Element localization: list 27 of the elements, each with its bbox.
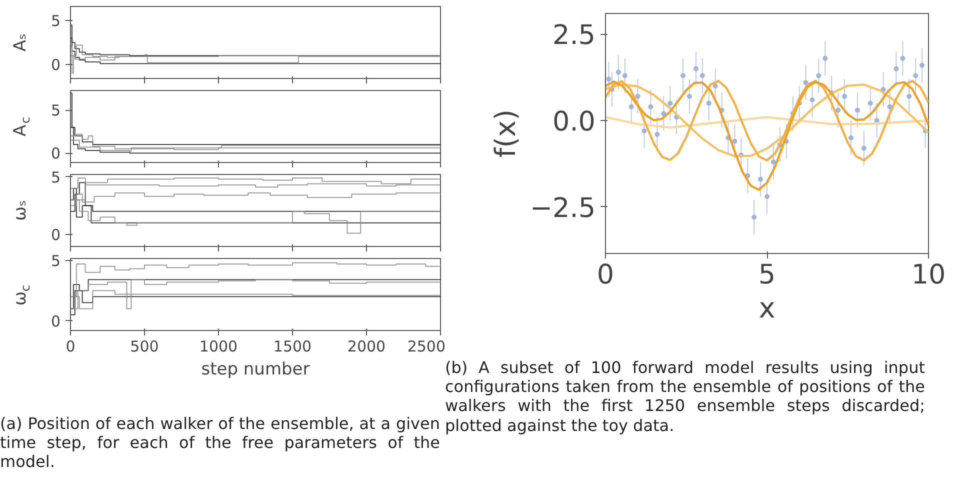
x-tick-label: 10 xyxy=(911,260,946,290)
x-tick-label: 1500 xyxy=(273,338,312,356)
y-tick-label: 0 xyxy=(50,312,61,330)
x-axis-title: step number xyxy=(201,360,310,380)
y-tick-label: 0 xyxy=(50,144,61,163)
y-axis-title: f(x) xyxy=(488,109,522,158)
x-tick-label: 500 xyxy=(130,338,159,356)
y-axis-title: Aₛ xyxy=(10,34,30,52)
y-axis-title: ωₛ xyxy=(10,200,30,221)
y-tick-label: 5 xyxy=(50,102,61,120)
x-tick-label: 0 xyxy=(66,338,76,356)
x-tick-label: 1000 xyxy=(199,338,238,356)
x-tick-label: 5 xyxy=(758,260,776,290)
y-tick-label: 5 xyxy=(50,168,61,186)
y-axis-title: Ac xyxy=(10,116,32,136)
x-axis-title: x xyxy=(758,292,776,324)
y-axis-title: ωc xyxy=(10,284,32,306)
y-tick-label: 0.0 xyxy=(552,106,596,138)
y-tick-label: 0 xyxy=(50,56,61,74)
y-tick-label: −2.5 xyxy=(530,192,596,224)
text: (a) Position of each walker of the ensemble, at a given time step, for each of the free parameters of the model. xyxy=(0,414,440,472)
x-tick-label: 2000 xyxy=(347,338,386,356)
y-tick-label: 2.5 xyxy=(552,20,596,52)
x-tick-label: 2500 xyxy=(407,338,446,356)
text: (b) A subset of 100 forward model results using input configurations taken from the ensemble of positions of the walkers with the first 1250 ensemble steps discarded; plotted against the toy data. xyxy=(445,358,925,435)
y-tick-label: 0 xyxy=(50,226,61,244)
y-tick-label: 5 xyxy=(50,12,61,30)
